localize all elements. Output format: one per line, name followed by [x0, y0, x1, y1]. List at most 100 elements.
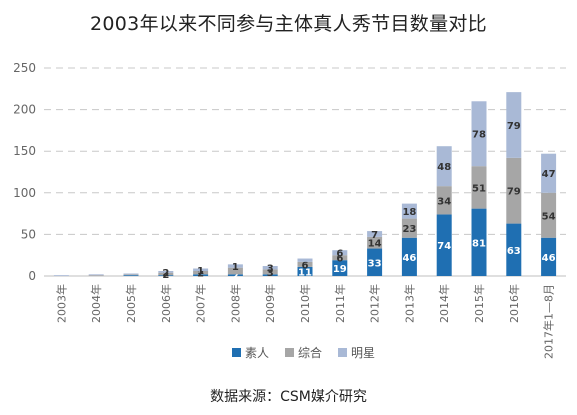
data-label: 48	[437, 162, 451, 173]
bar-segment	[436, 146, 452, 187]
chart-title: 2003年以来不同参与主体真人秀节目数量对比	[90, 13, 487, 35]
bar-segment	[297, 258, 313, 262]
bar-segment	[332, 255, 348, 261]
bar-segment	[123, 275, 139, 276]
bar-segment	[262, 266, 278, 270]
bar-segment	[541, 153, 557, 193]
x-tick-label: 2014年	[437, 284, 451, 323]
bar-segment	[401, 237, 417, 276]
legend-swatch	[338, 348, 347, 357]
x-tick-label: 2007年	[194, 284, 208, 323]
x-tick-label: 2006年	[159, 284, 173, 323]
x-tick-label: 2012年	[368, 284, 382, 323]
bar-segment	[297, 261, 313, 267]
x-tick-label: 2016年	[507, 284, 521, 323]
bar-segment	[506, 157, 522, 224]
bar-segment	[158, 275, 174, 276]
data-label: 2	[162, 270, 169, 281]
y-tick-label: 100	[13, 186, 36, 200]
data-label: 34	[437, 196, 451, 207]
bar-segment	[401, 218, 417, 238]
data-label: 1	[232, 262, 239, 273]
bar-segment	[541, 237, 557, 276]
x-tick-label: 2008年	[228, 284, 242, 323]
data-label: 79	[507, 187, 521, 198]
data-label: 1	[197, 266, 204, 277]
bar-segment	[506, 223, 522, 276]
data-label: 81	[472, 238, 486, 249]
y-tick-label: 200	[13, 103, 36, 117]
y-tick-label: 250	[13, 61, 36, 75]
legend-label: 综合	[298, 345, 322, 360]
bar-segment	[541, 192, 557, 238]
bar-segment	[297, 266, 313, 276]
bar-segment	[88, 274, 104, 276]
bar-segment	[436, 214, 452, 276]
bar-segment	[227, 264, 243, 268]
x-tick-label: 2004年	[89, 284, 103, 323]
data-label: 54	[542, 211, 556, 222]
data-label: 78	[472, 130, 486, 141]
data-label: 79	[507, 121, 521, 132]
bar-segment	[158, 271, 174, 273]
bar-segment	[193, 268, 209, 272]
data-label: 11	[298, 267, 312, 278]
data-label: 47	[542, 169, 556, 180]
bar-segment	[367, 236, 383, 249]
bar-segment	[53, 275, 69, 276]
bar-segment	[471, 208, 487, 276]
bar-segment	[262, 274, 278, 276]
bar-segment	[193, 271, 209, 275]
bar-segment	[332, 260, 348, 276]
data-label: 19	[333, 264, 347, 275]
x-tick-label: 2010年	[298, 284, 312, 323]
data-label: 51	[472, 183, 486, 194]
legend-swatch	[285, 348, 294, 357]
data-label: 46	[542, 253, 556, 264]
bar-segment	[262, 269, 278, 275]
y-tick-label: 150	[13, 144, 36, 158]
bar-segment	[471, 166, 487, 209]
x-tick-label: 2009年	[263, 284, 277, 323]
data-label: 74	[437, 241, 451, 252]
bar-segment	[158, 272, 174, 276]
x-tick-label: 2011年	[333, 284, 347, 323]
data-label: 6	[336, 249, 343, 260]
bar-segment	[401, 203, 417, 219]
bar-segment	[227, 274, 243, 276]
data-label: 6	[302, 260, 309, 271]
data-label: 2	[197, 269, 204, 280]
bar-segment	[332, 250, 348, 256]
x-tick-label: 2003年	[54, 284, 68, 323]
legend-swatch	[232, 348, 241, 357]
bar-segment	[227, 267, 243, 275]
y-tick-label: 0	[28, 269, 36, 283]
bar-segment	[471, 101, 487, 167]
data-label: 6	[336, 254, 343, 265]
bar-segment	[193, 274, 209, 276]
bar-segment	[367, 231, 383, 237]
bar-segment	[436, 186, 452, 215]
legend-label: 明星	[351, 346, 375, 360]
data-source: 数据来源：CSM媒介研究	[210, 389, 367, 405]
x-tick-label: 2015年	[472, 284, 486, 323]
bar-segment	[88, 275, 104, 276]
y-tick-label: 50	[21, 227, 36, 241]
x-tick-label: 2005年	[124, 284, 138, 323]
x-tick-label: 2013年	[402, 284, 416, 323]
bar-segment	[123, 273, 139, 275]
data-label: 23	[402, 224, 416, 235]
data-label: 2	[232, 271, 239, 282]
bar-segment	[506, 92, 522, 158]
data-label: 2	[162, 268, 169, 279]
data-label: 33	[368, 258, 382, 269]
x-tick-label: 2017年1—8月	[542, 284, 556, 359]
legend-label: 素人	[245, 346, 269, 360]
data-label: 3	[267, 264, 274, 275]
data-label: 7	[371, 230, 378, 241]
data-label: 14	[368, 239, 382, 250]
data-label: 3	[267, 268, 274, 279]
data-label: 63	[507, 246, 521, 257]
